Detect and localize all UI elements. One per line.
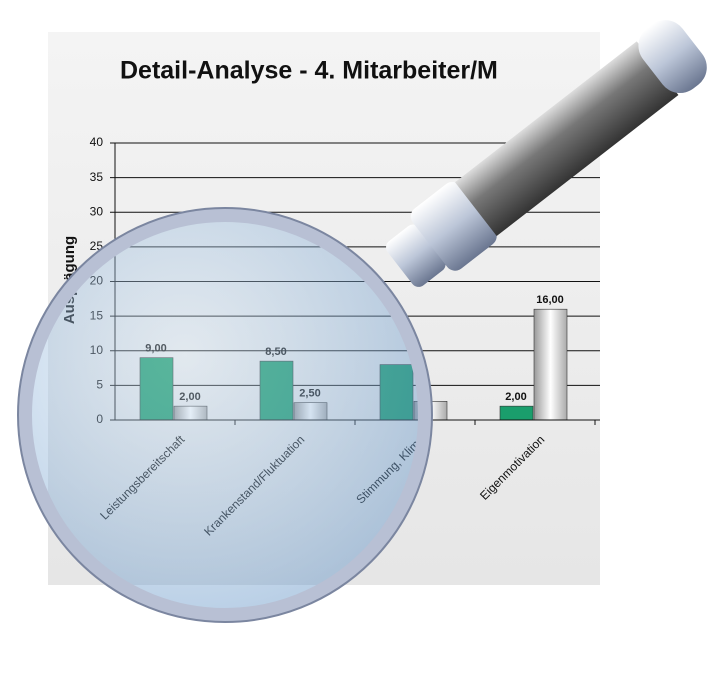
handle [386,20,707,287]
y-tick-label: 35 [90,170,104,184]
magnifier [17,20,707,623]
value-label: 2,00 [505,391,526,403]
chart-title: Detail-Analyse - 4. Mitarbeiter/M [120,57,498,85]
bar [533,308,568,421]
lens-rim [17,207,433,623]
lens [18,208,432,622]
x-tick-label: Quali [638,432,668,462]
bar [499,405,534,421]
value-label: 16,00 [536,294,564,306]
y-tick-label: 40 [90,135,104,149]
y-tick-label: 30 [90,204,104,218]
